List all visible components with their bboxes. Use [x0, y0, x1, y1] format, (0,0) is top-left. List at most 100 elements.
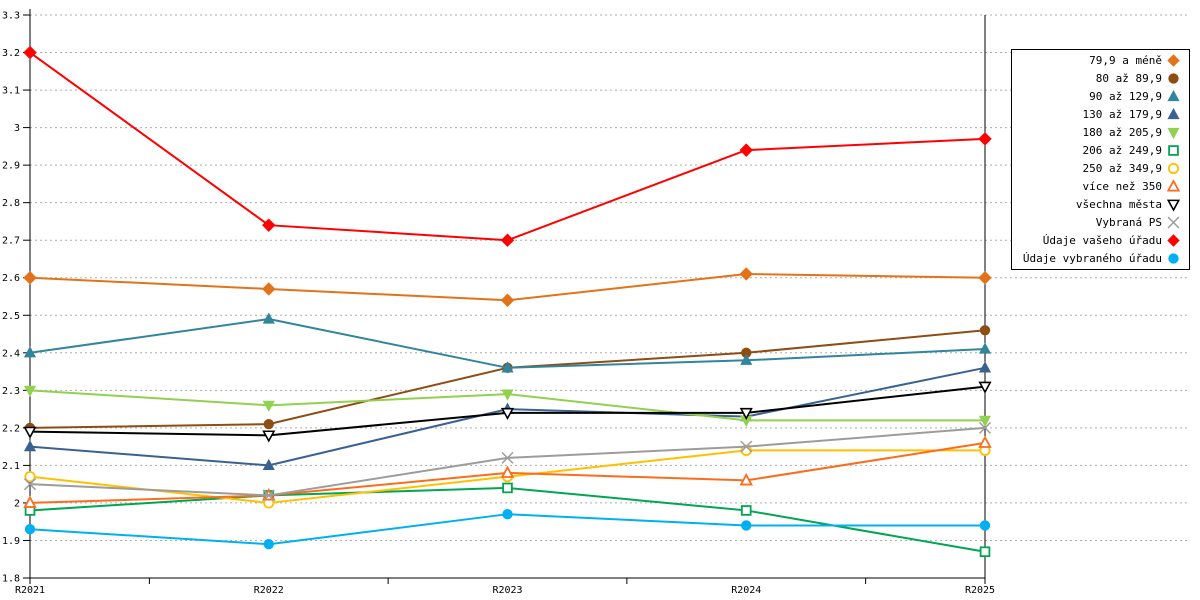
legend-marker-diamond-icon — [1167, 234, 1180, 247]
data-point-marker-icon — [739, 267, 753, 281]
data-point-marker-icon — [739, 143, 753, 157]
legend-marker-shape — [1167, 216, 1180, 229]
y-tick-label: 2.8 — [2, 198, 20, 209]
legend-item: 180 až 205,9 — [1012, 124, 1189, 142]
data-point-marker-icon — [979, 325, 991, 336]
data-point-marker-icon — [501, 361, 514, 373]
legend-marker-shape — [1167, 54, 1180, 67]
legend-marker-square-icon — [1168, 145, 1179, 156]
y-tick-label: 2.7 — [2, 236, 20, 247]
data-point-marker-icon — [739, 407, 753, 421]
data-point-marker-icon — [979, 520, 991, 531]
data-point-marker-icon — [262, 430, 276, 443]
legend-item-label: 206 až 249,9 — [1082, 143, 1162, 157]
legend-marker-circle-icon — [1168, 253, 1179, 264]
data-point-marker-icon — [23, 45, 37, 60]
legend-marker-shape — [1167, 107, 1180, 120]
data-point-marker-icon — [501, 451, 514, 464]
legend-marker-triangle-up-icon — [1167, 89, 1180, 102]
y-tick-label: 1.9 — [2, 536, 20, 547]
x-tick-label: R2021 — [15, 585, 45, 596]
data-point-marker-icon — [262, 489, 275, 502]
legend-marker-shape — [1167, 234, 1180, 247]
legend-marker-shape — [1168, 253, 1179, 264]
data-point-marker-icon — [262, 458, 275, 471]
data-point-marker-icon — [978, 271, 992, 285]
legend-marker-diamond-icon — [1167, 54, 1180, 67]
data-point-marker-icon — [500, 465, 515, 478]
data-point-marker-icon — [24, 471, 36, 483]
legend-item: 80 až 89,9 — [1012, 70, 1189, 88]
data-point-marker-icon — [263, 418, 274, 430]
legend-item: 130 až 179,9 — [1012, 106, 1189, 124]
legend-item: 90 až 129,9 — [1012, 88, 1189, 106]
legend-marker-triangle-up-icon — [1167, 107, 1180, 120]
y-tick-label: 2.9 — [2, 161, 20, 172]
data-point-marker-icon — [500, 233, 515, 247]
data-point-marker-icon — [978, 381, 992, 394]
y-tick-label: 3 — [14, 123, 20, 134]
data-point-marker-icon — [501, 389, 514, 401]
legend-item: 79,9 a méně — [1012, 52, 1189, 70]
legend-marker-shape — [1167, 89, 1180, 102]
legend-marker-triangle-down-icon — [1167, 127, 1180, 140]
series-diamond — [29, 51, 986, 242]
data-point-marker-icon — [978, 435, 992, 448]
legend-marker-x-icon — [1167, 216, 1180, 229]
data-point-marker-icon — [23, 271, 37, 285]
y-tick-label: 2.1 — [2, 461, 20, 472]
legend: 79,9 a méně 80 až 89,9 90 až 129,9 130 až 1… — [1011, 49, 1190, 270]
data-point-marker-icon — [502, 509, 513, 520]
y-tick-label: 2.4 — [2, 348, 20, 359]
legend-item: Údaje vašeho úřadu — [1012, 232, 1189, 250]
data-point-marker-icon — [262, 312, 275, 324]
data-point-marker-icon — [23, 495, 37, 508]
data-point-marker-icon — [23, 385, 37, 397]
data-point-marker-icon — [739, 473, 753, 486]
data-point-marker-icon — [24, 524, 36, 535]
legend-item-label: 180 až 205,9 — [1082, 125, 1162, 139]
legend-item-label: 130 až 179,9 — [1082, 107, 1162, 121]
legend-item-label: všechna města — [1075, 197, 1162, 211]
x-tick-label: R2025 — [965, 585, 995, 596]
y-tick-label: 2.5 — [2, 311, 20, 322]
legend-marker-triangle-up-icon — [1166, 179, 1181, 192]
legend-item-label: 79,9 a méně — [1089, 53, 1162, 67]
legend-marker-shape — [1168, 73, 1179, 84]
data-point-marker-icon — [502, 482, 513, 494]
y-tick-label: 2.2 — [2, 423, 20, 434]
x-tick-label: R2022 — [254, 585, 284, 596]
legend-marker-triangle-down-icon — [1166, 199, 1181, 212]
legend-marker-shape — [1168, 145, 1179, 156]
y-tick-label: 3.1 — [2, 86, 20, 97]
y-tick-label: 3.3 — [2, 11, 20, 22]
data-point-marker-icon — [978, 421, 992, 434]
legend-item-label: Údaje vašeho úřadu — [1042, 233, 1162, 247]
legend-item-label: 80 až 89,9 — [1095, 71, 1162, 85]
legend-item: 206 až 249,9 — [1012, 142, 1189, 160]
data-point-marker-icon — [262, 282, 276, 296]
legend-item: všechna města — [1012, 196, 1189, 214]
data-point-marker-icon — [740, 353, 753, 365]
data-point-marker-icon — [978, 342, 992, 354]
data-point-marker-icon — [500, 407, 515, 421]
legend-marker-circle-icon — [1167, 162, 1180, 175]
data-point-marker-icon — [978, 361, 992, 373]
y-tick-label: 2 — [14, 498, 20, 509]
legend-marker-circle-icon — [1168, 73, 1179, 84]
data-point-marker-icon — [740, 440, 753, 453]
y-tick-label: 3.2 — [2, 48, 20, 59]
legend-marker-shape — [1167, 162, 1180, 175]
data-point-marker-icon — [979, 546, 991, 558]
y-tick-label: 2.6 — [2, 273, 20, 284]
x-tick-label: R2023 — [492, 585, 522, 596]
legend-item: Údaje vybraného úřadu — [1012, 250, 1189, 268]
legend-item-label: Údaje vybraného úřadu — [1022, 251, 1162, 265]
data-point-marker-icon — [23, 478, 37, 491]
data-point-marker-icon — [978, 415, 992, 427]
legend-marker-shape — [1166, 179, 1181, 192]
legend-item-label: Vybraná PS — [1095, 215, 1162, 229]
legend-item: 250 až 349,9 — [1012, 160, 1189, 178]
